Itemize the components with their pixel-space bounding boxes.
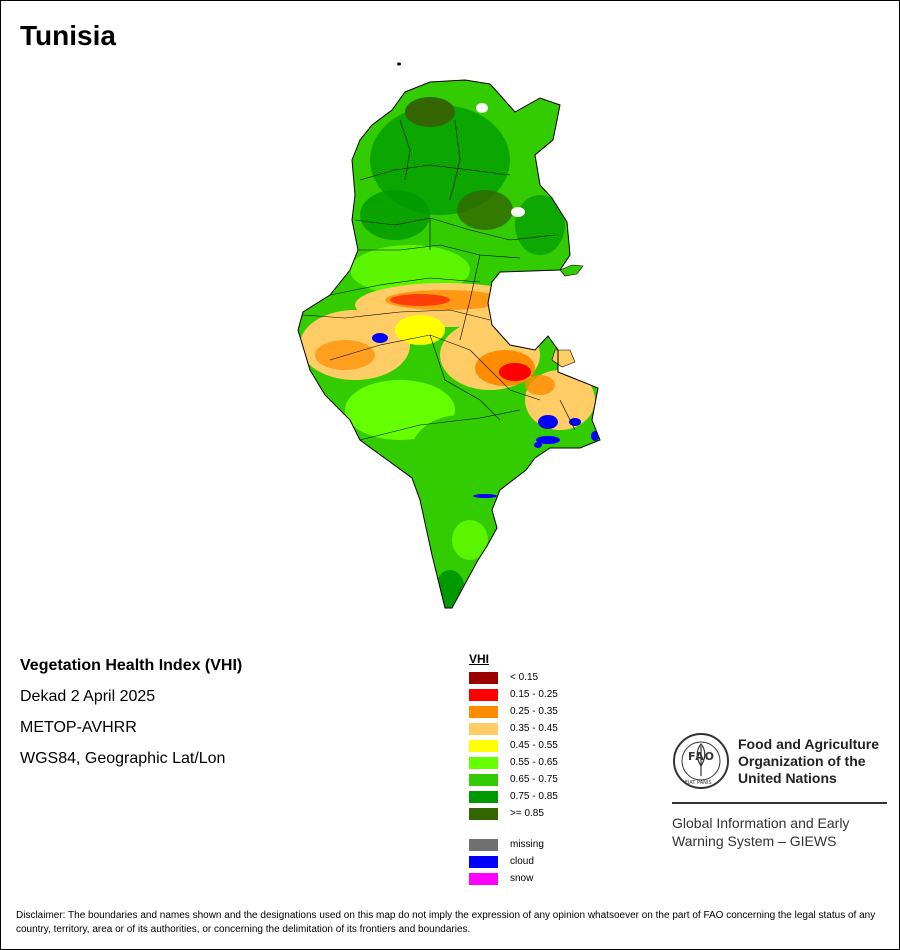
- fao-name-line: Food and Agriculture: [738, 735, 880, 752]
- fao-motto: FIAT PANIS: [685, 780, 712, 786]
- legend-item: 0.35 - 0.45: [469, 720, 558, 737]
- legend-swatch: [469, 756, 498, 769]
- fao-logo-text: FAO: [688, 750, 714, 763]
- vhi-legend: VHI < 0.15 0.15 - 0.25 0.25 - 0.35 0.35 …: [469, 652, 558, 887]
- fao-branding: FAO FIAT PANIS Food and Agriculture Orga…: [672, 732, 888, 850]
- legend-special: missing cloud snow: [469, 836, 558, 887]
- legend-item: snow: [469, 870, 558, 887]
- fao-logo-icon: FAO FIAT PANIS: [673, 733, 729, 789]
- legend-item: 0.55 - 0.65: [469, 754, 558, 771]
- giews-line: Global Information and Early: [672, 815, 850, 831]
- legend-item: >= 0.85: [469, 805, 558, 822]
- fao-name: Food and Agriculture Organization of the…: [738, 736, 879, 787]
- legend-title: VHI: [469, 652, 490, 666]
- divider: [672, 802, 887, 804]
- legend-label: 0.35 - 0.45: [510, 723, 558, 734]
- legend-label: 0.45 - 0.55: [510, 740, 558, 751]
- legend-swatch: [469, 855, 498, 868]
- legend-swatch: [469, 671, 498, 684]
- fao-name-line: Organization of the: [738, 752, 866, 769]
- kerkennah-island: [559, 264, 584, 277]
- lake-tunis: [511, 207, 525, 217]
- legend-swatch: [469, 838, 498, 851]
- tunisia-vhi-map: [297, 62, 601, 609]
- admin-boundaries: [302, 119, 576, 441]
- legend-label: 0.55 - 0.65: [510, 757, 558, 768]
- legend-classes: < 0.15 0.15 - 0.25 0.25 - 0.35 0.35 - 0.…: [469, 669, 558, 822]
- legend-swatch: [469, 739, 498, 752]
- legend-item: < 0.15: [469, 669, 558, 686]
- legend-swatch: [469, 790, 498, 803]
- legend-item: 0.25 - 0.35: [469, 703, 558, 720]
- legend-label: cloud: [510, 856, 534, 867]
- lake-bizerte: [476, 103, 488, 113]
- projection-label: WGS84, Geographic Lat/Lon: [20, 750, 226, 767]
- index-heading: Vegetation Health Index (VHI): [20, 657, 243, 674]
- legend-label: 0.75 - 0.85: [510, 791, 558, 802]
- sensor-label: METOP-AVHRR: [20, 719, 137, 736]
- legend-label: >= 0.85: [510, 808, 544, 819]
- legend-item: cloud: [469, 853, 558, 870]
- legend-swatch: [469, 773, 498, 786]
- legend-item: 0.15 - 0.25: [469, 686, 558, 703]
- disclaimer: Disclaimer: The boundaries and names sho…: [16, 910, 876, 935]
- giews-label: Global Information and Early Warning Sys…: [672, 814, 888, 850]
- legend-label: < 0.15: [510, 672, 539, 683]
- dekad-label: Dekad 2 April 2025: [20, 688, 156, 705]
- fao-name-line: United Nations: [738, 769, 837, 786]
- legend-item: missing: [469, 836, 558, 853]
- galite-island: [397, 62, 401, 66]
- map-info: Vegetation Health Index (VHI) Dekad 2 Ap…: [20, 657, 242, 781]
- legend-swatch: [469, 688, 498, 701]
- legend-label: 0.25 - 0.35: [510, 706, 558, 717]
- map-title: Tunisia: [20, 20, 116, 51]
- legend-swatch: [469, 722, 498, 735]
- legend-label: 0.15 - 0.25: [510, 689, 558, 700]
- legend-swatch: [469, 705, 498, 718]
- country-border: [297, 79, 601, 609]
- legend-item: 0.75 - 0.85: [469, 788, 558, 805]
- legend-item: 0.45 - 0.55: [469, 737, 558, 754]
- legend-label: snow: [510, 873, 534, 884]
- legend-item: 0.65 - 0.75: [469, 771, 558, 788]
- legend-swatch: [469, 807, 498, 820]
- legend-label: 0.65 - 0.75: [510, 774, 558, 785]
- legend-swatch: [469, 872, 498, 885]
- giews-line: Warning System – GIEWS: [672, 833, 837, 849]
- legend-label: missing: [510, 839, 544, 850]
